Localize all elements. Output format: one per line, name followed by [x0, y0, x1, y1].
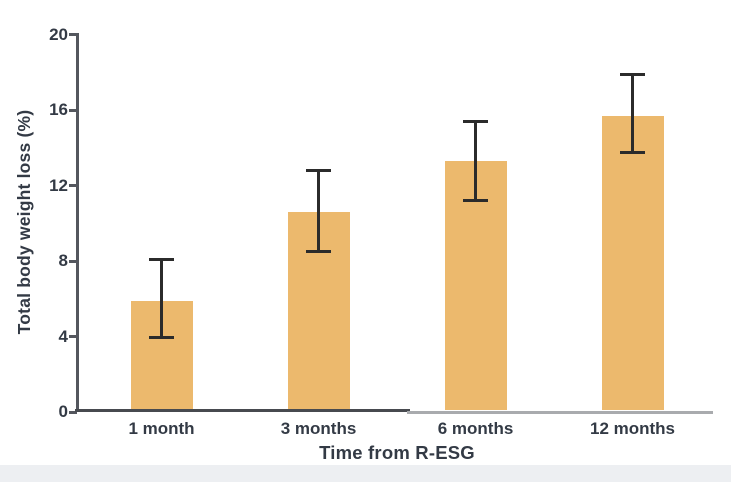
error-bar-line	[317, 170, 320, 252]
bar-6-months	[444, 160, 507, 410]
x-tick-label: 1 month	[128, 419, 195, 438]
error-bar-cap-bottom	[149, 336, 174, 340]
y-tick-mark	[69, 335, 77, 338]
bar-12-months	[601, 115, 664, 410]
error-bar-cap-top	[463, 120, 488, 124]
y-axis-line	[76, 33, 79, 412]
y-tick-label: 8	[58, 251, 68, 270]
error-bar-line	[631, 74, 634, 154]
y-tick-label: 4	[58, 326, 68, 346]
y-tick-label: 0	[58, 402, 68, 421]
y-tick-mark	[69, 108, 77, 112]
error-bar-line	[474, 121, 477, 201]
x-tick-label: 6 months	[437, 419, 514, 438]
x-tick-label: 12 months	[589, 419, 676, 438]
bottom-strip	[0, 465, 731, 482]
y-tick-mark	[69, 184, 77, 187]
error-bar-line	[160, 259, 163, 339]
error-bar-cap-bottom	[306, 249, 331, 253]
error-bar-cap-bottom	[620, 151, 645, 155]
x-axis-line-light-segment	[407, 411, 713, 414]
x-axis-line	[75, 409, 410, 412]
y-tick-mark	[69, 33, 77, 36]
y-tick-mark	[69, 259, 77, 263]
error-bar-cap-top	[306, 169, 331, 173]
y-axis-title: Total body weight loss (%)	[14, 109, 34, 335]
x-axis-title: Time from R-ESG	[319, 442, 475, 463]
error-bar-cap-bottom	[463, 198, 488, 202]
error-bar-cap-top	[149, 258, 174, 262]
y-tick-label: 20	[49, 24, 68, 44]
y-tick-label: 12	[49, 175, 68, 195]
x-tick-label: 3 months	[280, 419, 357, 438]
y-tick-label: 16	[49, 100, 68, 119]
y-tick-mark	[69, 410, 77, 414]
error-bar-cap-top	[620, 73, 645, 77]
